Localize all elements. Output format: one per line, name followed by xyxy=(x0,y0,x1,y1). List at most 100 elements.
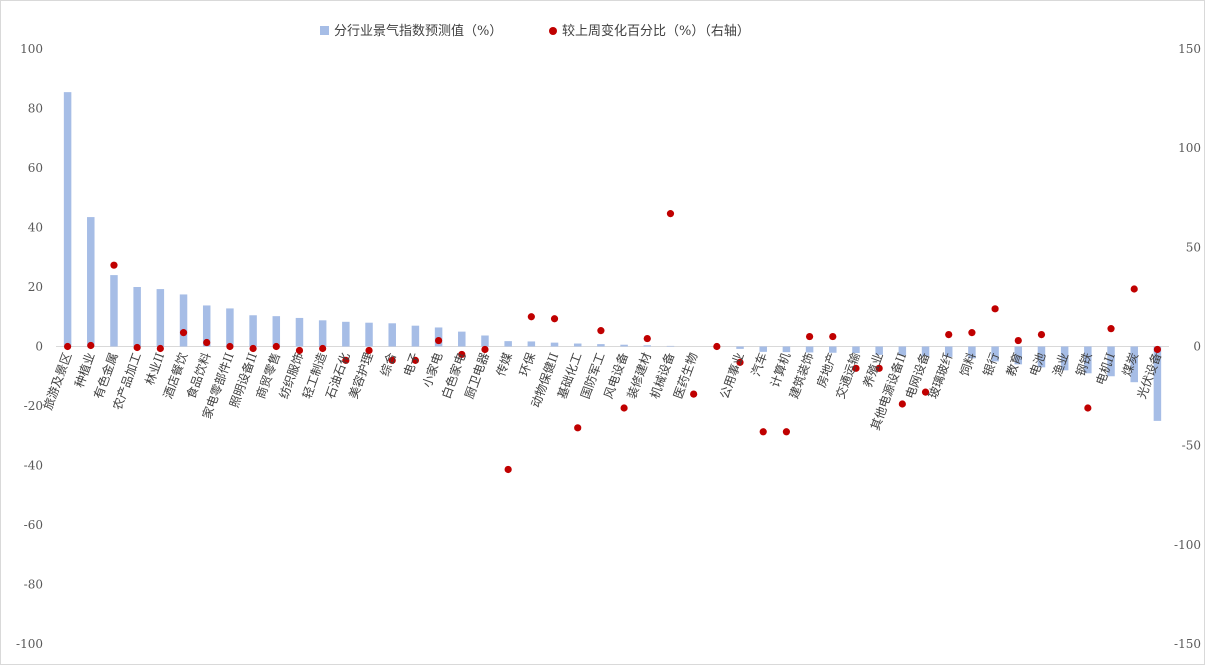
dot-point xyxy=(759,428,767,436)
dot-point xyxy=(110,261,118,269)
dot-point xyxy=(666,210,675,218)
dot-point xyxy=(852,364,860,372)
category-label: 教育 xyxy=(1003,350,1025,378)
bar xyxy=(805,346,814,353)
dot-point xyxy=(203,338,211,347)
legend-dot-label: 较上周变化百分比（%）（右轴） xyxy=(562,23,750,39)
category-label: 饲料 xyxy=(957,351,978,378)
left-tick-label: -60 xyxy=(24,518,43,532)
legend-dot-swatch xyxy=(549,27,557,35)
dot-point xyxy=(921,388,930,396)
left-tick-label: 80 xyxy=(28,102,43,116)
bar xyxy=(852,346,860,354)
bar xyxy=(133,287,141,347)
bar xyxy=(829,346,837,353)
left-tick-label: -80 xyxy=(24,578,43,592)
left-tick-label: -100 xyxy=(16,637,43,651)
bar xyxy=(504,341,512,347)
bar xyxy=(620,344,628,347)
category-label: 种植业 xyxy=(71,350,97,389)
bar xyxy=(527,341,536,347)
dot-point xyxy=(388,356,396,364)
bar xyxy=(875,346,883,355)
dot-series xyxy=(63,210,1162,474)
bar xyxy=(1037,346,1046,368)
bar xyxy=(365,322,373,347)
bar xyxy=(550,342,559,347)
dot-point xyxy=(597,327,605,335)
dot-point xyxy=(156,344,164,353)
dot-point xyxy=(805,332,814,341)
dot-point xyxy=(1153,345,1162,354)
bar xyxy=(944,346,953,357)
bar xyxy=(597,344,605,347)
legend: 分行业景气指数预测值（%） 较上周变化百分比（%）（右轴） xyxy=(320,23,750,39)
bar xyxy=(342,321,350,347)
dot-point xyxy=(249,344,257,353)
category-label: 汽车 xyxy=(748,350,770,378)
dot-point xyxy=(1014,336,1022,345)
category-label: 林业II xyxy=(143,350,168,386)
right-tick-label: -150 xyxy=(1174,637,1201,651)
dot-point xyxy=(87,341,95,350)
dot-point xyxy=(1084,404,1092,412)
dot-point xyxy=(690,390,698,398)
dot-point xyxy=(319,344,327,353)
dot-point xyxy=(527,313,535,321)
bar xyxy=(1060,346,1069,371)
dot-point xyxy=(736,358,744,366)
right-axis: -150 -100 -50 0 50 100 150 xyxy=(1174,42,1201,651)
dot-point xyxy=(1037,331,1046,339)
dot-point xyxy=(898,400,906,408)
bar xyxy=(573,343,582,347)
right-tick-label: -50 xyxy=(1182,439,1201,453)
bar xyxy=(156,289,165,347)
left-tick-label: 20 xyxy=(28,280,43,294)
dot-point xyxy=(365,346,373,355)
dot-point xyxy=(458,350,466,359)
bar xyxy=(666,345,675,347)
dot-point xyxy=(295,346,304,355)
bar-series xyxy=(63,92,1162,421)
right-tick-label: 150 xyxy=(1178,42,1201,56)
category-label: 综合 xyxy=(377,350,399,378)
dot-point xyxy=(272,342,280,351)
dot-point xyxy=(342,356,350,364)
left-axis: -100 -80 -60 -40 -20 0 20 40 60 80 100 xyxy=(16,42,43,651)
dot-point xyxy=(179,329,188,337)
bar xyxy=(295,317,304,347)
bar xyxy=(179,294,188,347)
bar xyxy=(759,346,767,352)
dot-point xyxy=(133,343,141,352)
dot-point xyxy=(968,329,976,337)
dot-point xyxy=(574,424,582,432)
category-label: 计算机 xyxy=(767,350,793,389)
dot-point xyxy=(63,342,72,351)
bar xyxy=(272,316,281,347)
bar xyxy=(202,305,211,347)
category-label: 银行 xyxy=(981,351,1002,378)
right-tick-label: 50 xyxy=(1186,240,1201,254)
bar xyxy=(318,320,327,347)
dot-point xyxy=(875,364,883,372)
dot-point xyxy=(411,356,420,364)
bar xyxy=(991,346,999,362)
bar xyxy=(736,346,744,349)
category-label: 环保 xyxy=(517,351,538,378)
category-label: 传媒 xyxy=(493,350,515,378)
category-labels: 旅游及景区种植业有色金属农产品加工林业II酒店餐饮食品饮料家电零部件II照明设备… xyxy=(41,350,1164,432)
dot-point xyxy=(620,404,628,412)
dot-point xyxy=(713,342,721,351)
dot-point xyxy=(434,336,443,345)
bar xyxy=(87,217,95,347)
legend-bar-swatch xyxy=(320,26,329,35)
legend-bar-label: 分行业景气指数预测值（%） xyxy=(334,23,502,39)
bar xyxy=(1084,346,1092,374)
left-tick-label: 0 xyxy=(35,340,43,354)
dot-point xyxy=(481,345,489,354)
left-tick-label: 60 xyxy=(28,161,43,175)
bar xyxy=(249,315,257,347)
left-tick-label: 100 xyxy=(20,42,43,56)
bar xyxy=(782,346,791,353)
